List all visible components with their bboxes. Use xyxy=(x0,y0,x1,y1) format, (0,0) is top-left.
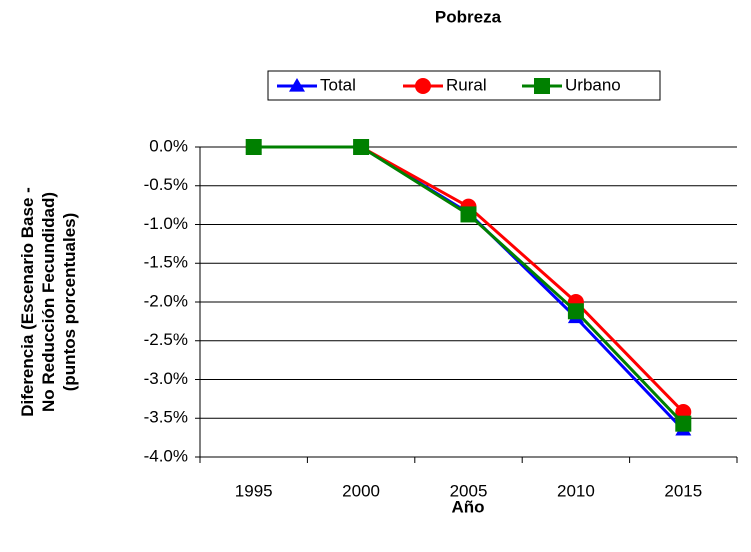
y-axis-title-line: No Reducción Fecundidad) xyxy=(39,192,58,412)
series-line xyxy=(253,145,685,414)
y-tick-label: -1.5% xyxy=(144,253,188,272)
legend-marker xyxy=(415,78,431,94)
marker xyxy=(415,78,431,94)
legend-marker xyxy=(289,78,305,92)
x-tick-label: 1995 xyxy=(235,481,273,500)
series-line xyxy=(253,145,685,425)
series-line xyxy=(253,145,685,431)
chart-title: Pobreza xyxy=(435,7,502,26)
legend-label: Urbano xyxy=(565,75,621,94)
x-tick-label: 2005 xyxy=(450,481,488,500)
y-axis-title-line: Diferencia (Escenario Base - xyxy=(18,187,37,417)
y-tick-label: -0.5% xyxy=(144,175,188,194)
marker xyxy=(245,139,262,155)
y-axis-title-line: (puntos porcentuales) xyxy=(60,213,79,392)
y-tick-label: -3.5% xyxy=(144,408,188,427)
x-axis-title: Año xyxy=(451,497,484,516)
x-tick-label: 2010 xyxy=(557,481,595,500)
marker xyxy=(289,78,305,92)
y-tick-label: -3.0% xyxy=(144,369,188,388)
y-tick-label: 0.0% xyxy=(149,136,188,155)
marker xyxy=(675,415,692,432)
legend-marker xyxy=(534,78,550,94)
marker xyxy=(567,303,584,320)
y-tick-label: -1.0% xyxy=(144,214,188,233)
y-tick-label: -2.0% xyxy=(144,291,188,310)
marker xyxy=(353,139,370,155)
x-tick-label: 2000 xyxy=(342,481,380,500)
y-tick-label: -4.0% xyxy=(144,446,188,465)
legend-label: Total xyxy=(320,75,356,94)
x-tick-label: 2015 xyxy=(664,481,702,500)
marker xyxy=(460,206,477,223)
legend-label: Rural xyxy=(446,75,487,94)
legend-box xyxy=(267,70,661,101)
y-tick-label: -2.5% xyxy=(144,330,188,349)
marker xyxy=(534,78,550,94)
y-axis-title: Diferencia (Escenario Base - No Reducción… xyxy=(18,187,79,417)
